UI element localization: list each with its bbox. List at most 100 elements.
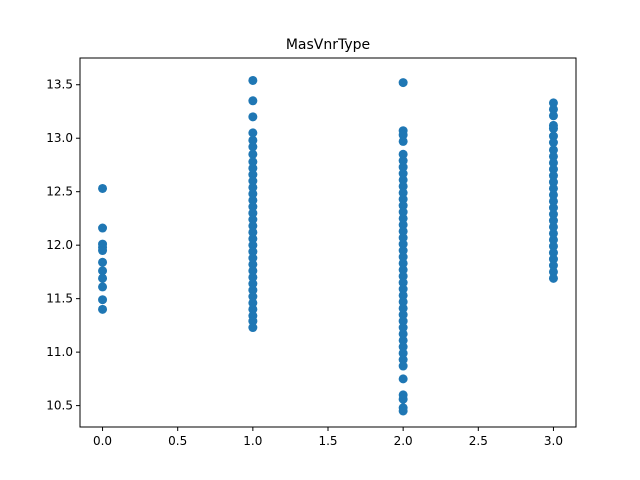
data-point	[398, 239, 408, 249]
data-point	[248, 142, 258, 152]
data-point	[248, 247, 258, 257]
x-tick-label: 2.5	[469, 434, 488, 448]
data-point	[248, 292, 258, 302]
data-point	[398, 201, 408, 211]
data-points	[98, 75, 558, 416]
data-point	[248, 316, 258, 326]
data-point	[98, 282, 108, 292]
data-point	[548, 273, 558, 283]
data-point	[548, 138, 558, 147]
x-axis: 0.0 0.5 1.0 1.5 2.0 2.5 3.0	[93, 427, 563, 448]
data-point	[248, 195, 258, 205]
data-point	[98, 246, 108, 256]
x-tick-label: 0.5	[168, 434, 187, 448]
data-point	[398, 374, 408, 384]
data-point	[548, 171, 558, 181]
data-point	[248, 75, 258, 85]
data-point	[248, 170, 258, 180]
data-point	[548, 235, 558, 245]
data-point	[398, 136, 408, 146]
data-point	[548, 241, 558, 251]
data-point	[98, 266, 108, 276]
data-point	[248, 323, 258, 333]
data-point	[398, 355, 408, 365]
data-point	[548, 261, 558, 270]
data-point	[248, 266, 258, 276]
data-point	[398, 188, 408, 198]
data-point	[248, 240, 258, 250]
data-point	[398, 130, 408, 140]
data-point	[398, 406, 408, 416]
y-tick-label: 10.5	[46, 399, 73, 413]
data-point	[248, 215, 258, 224]
data-point	[398, 342, 408, 352]
data-point	[398, 335, 408, 345]
data-point	[248, 112, 258, 122]
data-point	[98, 223, 108, 233]
x-tick-label: 3.0	[544, 434, 563, 448]
data-point	[98, 257, 108, 267]
data-point	[398, 169, 408, 179]
data-point	[398, 394, 408, 404]
data-point	[398, 310, 408, 320]
data-point	[398, 329, 408, 339]
data-point	[548, 164, 558, 174]
y-tick-label: 13.0	[46, 131, 73, 145]
data-point	[398, 207, 408, 217]
data-point	[548, 98, 558, 108]
y-tick-label: 12.0	[46, 238, 73, 252]
data-point	[398, 316, 408, 326]
data-point	[398, 271, 408, 281]
data-point	[548, 196, 558, 206]
data-point	[248, 208, 258, 218]
y-tick-label: 11.0	[46, 345, 73, 359]
data-point	[548, 222, 558, 232]
data-point	[398, 156, 408, 166]
data-point	[548, 209, 558, 219]
data-point	[98, 295, 108, 305]
data-point	[398, 162, 408, 172]
data-point	[398, 220, 408, 230]
data-point	[398, 181, 408, 191]
chart-title: MasVnrType	[286, 37, 370, 53]
data-point	[548, 203, 558, 213]
data-point	[398, 361, 408, 371]
data-point	[98, 273, 108, 283]
data-point	[248, 176, 258, 186]
data-point	[548, 248, 558, 258]
data-point	[548, 158, 558, 168]
data-point	[248, 253, 258, 263]
data-point	[248, 96, 258, 106]
data-point	[398, 78, 408, 88]
data-point	[398, 290, 408, 300]
data-point	[248, 221, 258, 231]
data-point	[548, 104, 558, 114]
data-point	[398, 297, 408, 307]
data-point	[398, 284, 408, 294]
data-point	[248, 298, 258, 308]
y-axis: 10.5 11.0 11.5 12.0 12.5 13.0 13.5	[46, 78, 80, 413]
y-tick-label: 11.5	[46, 292, 73, 306]
data-point	[248, 149, 258, 159]
data-point	[248, 182, 258, 192]
data-point	[248, 304, 258, 314]
data-point	[248, 234, 258, 244]
data-point	[548, 145, 558, 155]
data-point	[398, 213, 408, 223]
x-tick-label: 1.5	[318, 434, 337, 448]
x-tick-label: 2.0	[394, 434, 413, 448]
data-point	[548, 267, 558, 277]
data-point	[398, 246, 408, 256]
data-point	[548, 131, 558, 141]
data-point	[248, 202, 258, 212]
data-point	[248, 259, 258, 269]
data-point	[248, 163, 258, 173]
data-point	[398, 265, 408, 275]
data-point	[248, 189, 258, 199]
data-point	[398, 194, 408, 204]
data-point	[248, 285, 258, 295]
data-point	[98, 304, 108, 314]
data-point	[98, 183, 108, 193]
